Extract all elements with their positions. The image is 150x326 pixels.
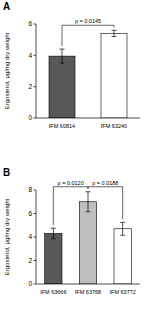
y-tick bbox=[34, 55, 37, 56]
p-value: p = 0.0145 bbox=[75, 18, 101, 24]
x-tick-label: IFM 63768 bbox=[75, 289, 101, 295]
error-cap bbox=[112, 36, 117, 37]
y-tick bbox=[34, 24, 37, 25]
bar bbox=[49, 56, 75, 118]
bar bbox=[101, 33, 127, 118]
plot-marks bbox=[45, 192, 132, 284]
error-line bbox=[122, 222, 123, 235]
panel-label: A bbox=[3, 1, 10, 12]
error-cap bbox=[120, 222, 125, 223]
error-line bbox=[53, 228, 54, 239]
error-line bbox=[88, 192, 89, 212]
y-tick-label: 2 bbox=[28, 83, 32, 90]
y-tick-label: 0 bbox=[28, 280, 32, 287]
y-tick-label: 4 bbox=[28, 52, 32, 59]
y-tick-label: 6 bbox=[28, 210, 32, 217]
error-cap bbox=[120, 235, 125, 236]
error-line bbox=[114, 30, 115, 36]
bar bbox=[45, 233, 62, 284]
error-cap bbox=[51, 228, 56, 229]
error-bar bbox=[51, 228, 56, 239]
error-bar bbox=[120, 222, 125, 235]
x-tick-label: IFM 60814 bbox=[49, 123, 75, 129]
significance-bracket bbox=[62, 25, 114, 46]
panel-label: B bbox=[3, 167, 10, 178]
error-cap bbox=[86, 191, 91, 192]
y-tick-label: 0 bbox=[28, 114, 32, 121]
x-axis bbox=[36, 284, 140, 285]
figure: A Ergosterol, µg/mg dry weight 0 2 4 6 IFM 608… bbox=[0, 0, 150, 326]
error-cap bbox=[60, 49, 65, 50]
y-axis-label: Ergosterol, µg/mg dry weight bbox=[4, 32, 10, 109]
y-tick-label: 2 bbox=[28, 257, 32, 264]
error-bar bbox=[112, 30, 117, 36]
y-tick bbox=[34, 118, 37, 119]
plot-marks bbox=[49, 30, 127, 118]
bar bbox=[114, 229, 131, 284]
y-tick bbox=[34, 284, 37, 285]
error-bar bbox=[60, 49, 65, 63]
error-cap bbox=[51, 238, 56, 239]
y-tick bbox=[34, 237, 37, 238]
y-axis-label: Ergosterol, µg/mg dry weight bbox=[4, 198, 10, 275]
y-tick bbox=[34, 86, 37, 87]
y-tick-label: 6 bbox=[28, 20, 32, 27]
panel: B Ergosterol, µg/mg dry weight 0 2 4 6 8 IFM 63… bbox=[3, 167, 140, 295]
x-axis bbox=[36, 118, 140, 119]
significance-bracket bbox=[88, 187, 123, 220]
y-axis bbox=[36, 24, 37, 118]
error-cap bbox=[112, 30, 117, 31]
x-tick-label: IFM 63666 bbox=[40, 289, 66, 295]
y-tick bbox=[34, 213, 37, 214]
significance-bracket bbox=[53, 187, 88, 225]
error-cap bbox=[86, 211, 91, 212]
y-tick-label: 4 bbox=[28, 233, 32, 240]
y-tick-label: 8 bbox=[28, 186, 32, 193]
panel: A Ergosterol, µg/mg dry weight 0 2 4 6 IFM 608… bbox=[3, 1, 140, 129]
y-tick bbox=[34, 260, 37, 261]
y-tick bbox=[34, 190, 37, 191]
p-value: p = 0.0120 bbox=[58, 180, 84, 186]
x-tick-label: IFM 63240 bbox=[101, 123, 127, 129]
p-value: p = 0.0188 bbox=[92, 180, 118, 186]
bar bbox=[79, 202, 96, 284]
error-line bbox=[62, 49, 63, 63]
error-cap bbox=[60, 63, 65, 64]
error-bar bbox=[86, 192, 91, 212]
x-tick-label: IFM 63772 bbox=[110, 289, 136, 295]
